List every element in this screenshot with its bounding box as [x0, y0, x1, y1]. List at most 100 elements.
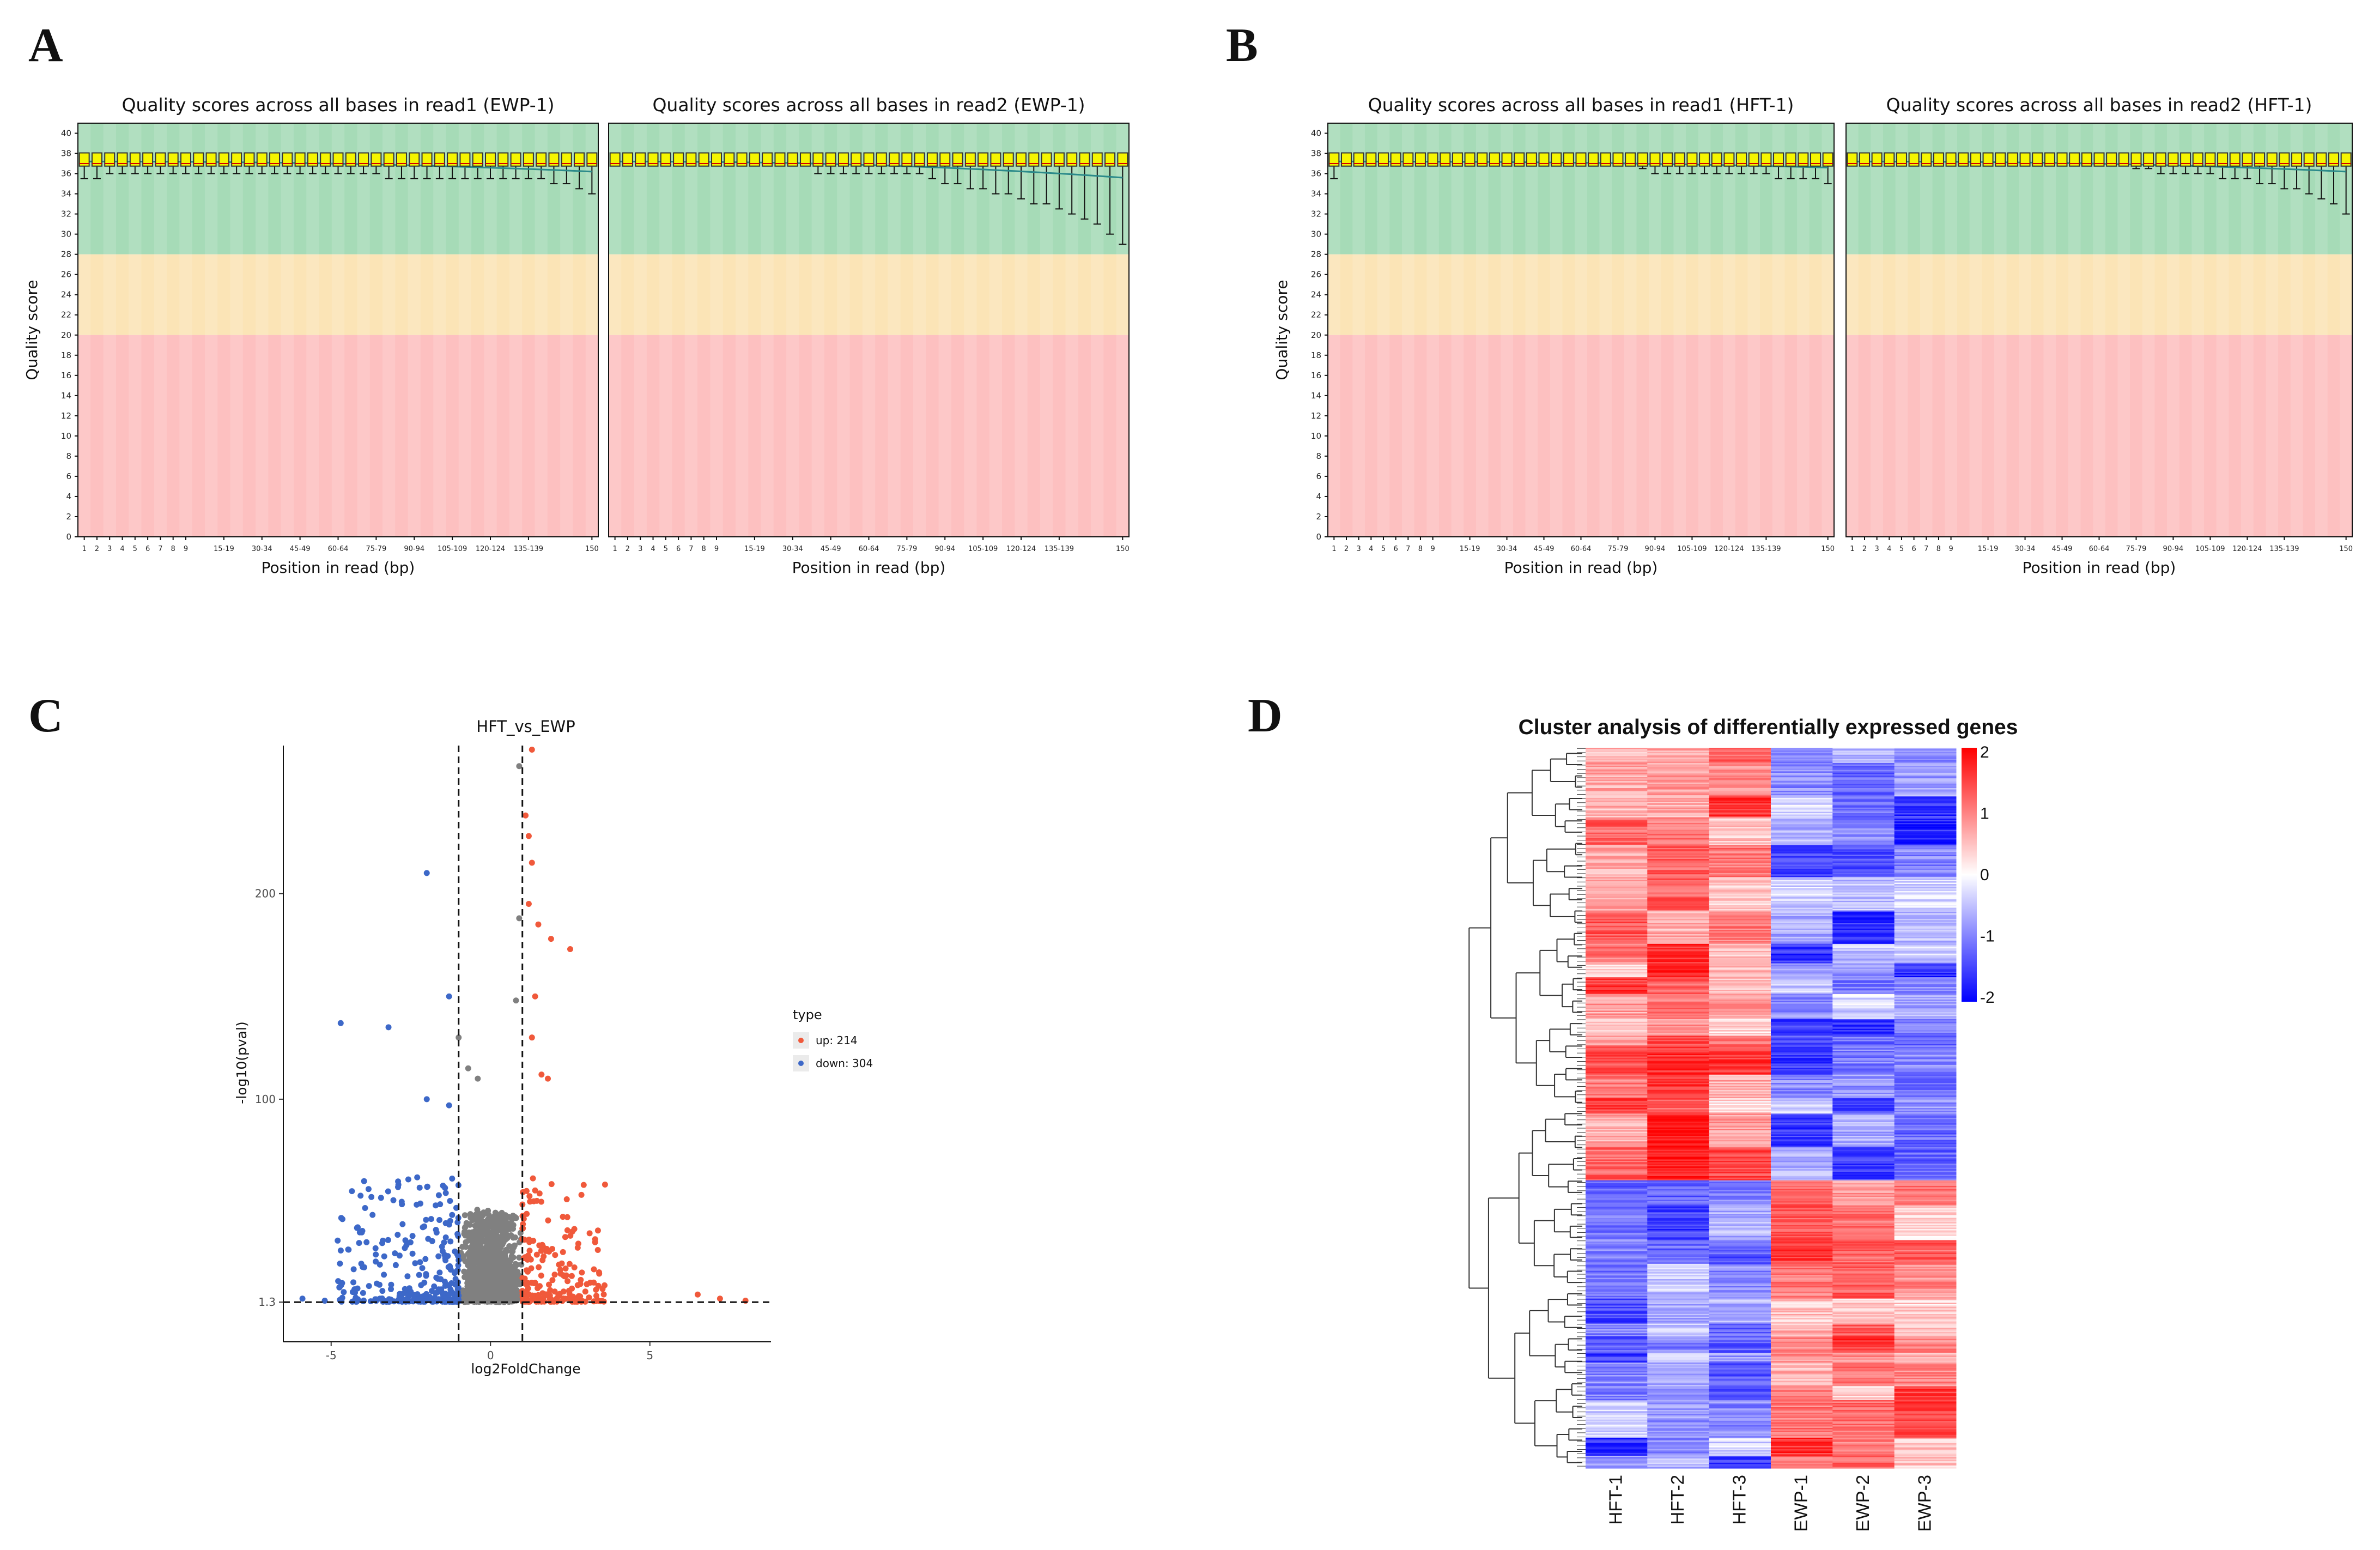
point-down	[385, 1024, 392, 1031]
legend-up-label: up: 214	[816, 1034, 858, 1047]
iqr-box	[1477, 152, 1488, 167]
iqr-box	[383, 152, 394, 167]
iqr-box	[2316, 152, 2327, 167]
point-not-significant	[502, 1266, 509, 1272]
point-not-significant	[489, 1237, 495, 1243]
point-down	[380, 1237, 386, 1244]
x-tick-label: 2	[95, 545, 99, 553]
iqr-box	[1871, 152, 1883, 167]
column-stripe	[2117, 123, 2130, 537]
point-not-significant	[465, 1065, 471, 1071]
point-down	[381, 1272, 387, 1278]
y-tick-label: 26	[1311, 270, 1321, 280]
iqr-box	[990, 152, 1001, 167]
heatmap-cell	[1586, 942, 1648, 944]
heatmap-cell	[1586, 940, 1648, 942]
iqr-box	[749, 152, 760, 167]
point-down	[354, 1285, 361, 1292]
x-tick-label: 8	[1936, 545, 1941, 553]
band-poor	[1846, 335, 2352, 537]
column-stripe	[1575, 123, 1587, 537]
point-down	[409, 1233, 416, 1239]
x-tick-label: 15-19	[744, 545, 765, 553]
point-up	[595, 1282, 602, 1289]
x-tick-label: 7	[1406, 545, 1410, 553]
x-tick-label: 7	[1924, 545, 1928, 553]
column-stripe	[837, 123, 850, 537]
heatmap-column-HFT-1	[1586, 748, 1648, 1469]
column-stripe	[989, 123, 1003, 537]
y-tick-label: 20	[1311, 330, 1321, 340]
x-tick-label: 135-139	[2269, 545, 2299, 553]
heatmap-cell	[1586, 831, 1648, 833]
point-down	[390, 1197, 397, 1203]
column-stripe	[1328, 123, 1340, 537]
point-down	[361, 1178, 367, 1184]
column-stripe	[1426, 123, 1439, 537]
volcano-legend: type up: 214 down: 304	[793, 1007, 873, 1071]
heatmap-cell	[1586, 759, 1648, 761]
iqr-box	[510, 152, 521, 167]
iqr-box	[497, 152, 509, 167]
point-down	[341, 1289, 347, 1295]
volcano-not-significant-points	[456, 763, 525, 1305]
iqr-box	[91, 152, 102, 167]
y-tick-label: 0	[66, 532, 71, 542]
point-down	[357, 1192, 364, 1199]
x-tick-label: 1	[1332, 545, 1336, 553]
point-up	[560, 1288, 567, 1295]
y-axis-label: Quality score	[1273, 280, 1291, 380]
x-tick-label: 120-124	[1006, 545, 1036, 553]
iqr-box	[800, 152, 811, 167]
heatmap-cell	[1586, 968, 1648, 971]
volcano-y-tick-label: 200	[255, 887, 276, 900]
point-down	[452, 1248, 458, 1255]
point-not-significant	[506, 1243, 513, 1249]
heatmap-cell	[1586, 912, 1648, 914]
volcano-x-tick-label: 5	[646, 1349, 653, 1362]
heatmap-cell	[1586, 874, 1648, 876]
heatmap-cell	[1586, 889, 1648, 892]
iqr-box	[1427, 152, 1438, 167]
point-up	[570, 1293, 576, 1300]
point-up	[527, 1198, 533, 1205]
y-tick-label: 28	[1311, 250, 1321, 259]
iqr-box	[548, 152, 560, 167]
point-down	[442, 1282, 448, 1289]
heatmap-cell	[1586, 935, 1648, 937]
point-up	[596, 1269, 602, 1275]
column-stripe	[2266, 123, 2279, 537]
y-tick-label: 14	[1311, 391, 1321, 401]
y-tick-label: 12	[61, 411, 71, 421]
volcano-title: HFT_vs_EWP	[476, 717, 575, 736]
iqr-box	[1575, 152, 1587, 167]
heatmap-cell	[1586, 837, 1648, 839]
heatmap-cell	[1586, 895, 1648, 897]
point-up	[579, 1269, 585, 1276]
heatmap-cell	[1586, 763, 1648, 765]
x-tick-label: 3	[638, 545, 642, 553]
point-down	[377, 1281, 382, 1288]
x-axis-label: Position in read (bp)	[1504, 559, 1658, 577]
plot-title: Quality scores across all bases in read1…	[1368, 94, 1794, 116]
heatmap-cell	[1586, 779, 1648, 782]
heatmap-cell	[1586, 844, 1648, 846]
point-down	[379, 1288, 386, 1294]
point-up	[563, 1196, 570, 1202]
iqr-box	[2106, 152, 2117, 167]
column-stripe	[331, 123, 345, 537]
point-down	[395, 1178, 402, 1185]
x-tick-label: 30-34	[1497, 545, 1517, 553]
point-down	[423, 1271, 429, 1277]
heatmap-cell	[1586, 924, 1648, 927]
point-up	[548, 1181, 555, 1188]
point-not-significant	[491, 1260, 498, 1266]
legend-down-dot	[798, 1061, 804, 1066]
band-reasonable	[609, 254, 1129, 335]
heatmap-cell	[1586, 840, 1648, 843]
point-not-significant	[489, 1279, 496, 1286]
y-tick-label: 12	[1311, 411, 1321, 421]
iqr-box	[409, 152, 420, 167]
iqr-box	[1785, 152, 1796, 167]
